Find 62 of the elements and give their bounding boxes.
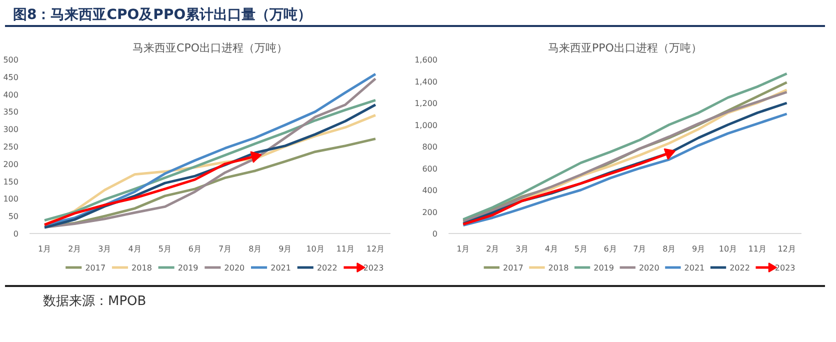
- x-tick-label: 11月: [336, 244, 354, 254]
- legend-label: 2020: [224, 264, 245, 272]
- legend-label: 2022: [730, 264, 750, 272]
- y-tick-label: 1,600: [414, 56, 438, 64]
- y-tick-label: 1,200: [414, 99, 438, 108]
- x-tick-label: 7月: [633, 244, 646, 254]
- caption: 图8：马来西亚CPO及PPO累计出口量（万吨）: [13, 6, 312, 25]
- y-tick-label: 400: [3, 90, 19, 100]
- x-tick-label: 5月: [158, 244, 172, 254]
- y-tick-label: 300: [3, 125, 19, 134]
- x-tick-label: 11月: [748, 244, 766, 254]
- x-tick-label: 8月: [662, 244, 676, 254]
- legend-label: 2018: [548, 264, 569, 272]
- y-tick-label: 800: [422, 142, 438, 152]
- x-tick-label: 2月: [68, 244, 82, 254]
- legend-label: 2020: [638, 264, 660, 272]
- chart-title: 马来西亚PPO出口进程（万吨）: [548, 42, 702, 54]
- y-tick-label: 450: [3, 72, 19, 82]
- y-tick-label: 200: [422, 208, 438, 217]
- y-tick-label: 1,400: [414, 77, 438, 86]
- legend-label: 2021: [270, 264, 291, 272]
- legend-label: 2017: [502, 264, 524, 272]
- x-tick-label: 1月: [456, 244, 470, 254]
- x-tick-label: 2月: [486, 244, 500, 254]
- x-tick-label: 3月: [515, 244, 529, 254]
- legend-label: 2023: [363, 264, 384, 272]
- x-tick-label: 3月: [98, 244, 112, 254]
- x-tick-label: 4月: [544, 244, 558, 254]
- y-tick-label: 0: [432, 230, 438, 238]
- y-tick-label: 250: [3, 142, 19, 152]
- x-tick-label: 9月: [278, 244, 292, 254]
- chart-title: 马来西亚CPO出口进程（万吨）: [132, 42, 288, 54]
- legend-label: 2019: [178, 264, 198, 272]
- x-tick-label: 8月: [248, 244, 262, 254]
- y-tick-label: 50: [8, 212, 19, 222]
- y-tick-label: 500: [3, 56, 19, 64]
- x-tick-label: 6月: [604, 244, 617, 254]
- x-tick-label: 12月: [778, 244, 796, 254]
- y-tick-label: 400: [422, 186, 438, 195]
- x-tick-label: 1月: [38, 244, 52, 254]
- y-tick-label: 100: [3, 194, 19, 204]
- legend-label: 2023: [774, 264, 796, 272]
- legend-label: 2017: [85, 264, 106, 272]
- y-tick-label: 200: [3, 160, 19, 169]
- x-tick-label: 6月: [188, 244, 202, 254]
- x-tick-label: 10月: [306, 244, 324, 254]
- x-tick-label: 7月: [218, 244, 232, 254]
- x-tick-label: 5月: [574, 244, 588, 254]
- y-tick-label: 600: [422, 164, 438, 174]
- x-tick-label: 9月: [692, 244, 706, 254]
- y-tick-label: 150: [3, 177, 19, 186]
- x-tick-label: 4月: [128, 244, 142, 254]
- x-tick-label: 12月: [366, 244, 385, 254]
- legend-label: 2022: [316, 264, 338, 272]
- legend-label: 2019: [594, 264, 614, 272]
- legend-label: 2018: [132, 264, 152, 272]
- y-tick-label: 350: [3, 108, 19, 117]
- legend-label: 2021: [684, 264, 705, 272]
- y-tick-label: 0: [13, 230, 19, 238]
- x-tick-label: 10月: [718, 244, 738, 254]
- y-tick-label: 1,000: [414, 120, 438, 130]
- source-note: 数据来源：MPOB: [43, 293, 146, 311]
